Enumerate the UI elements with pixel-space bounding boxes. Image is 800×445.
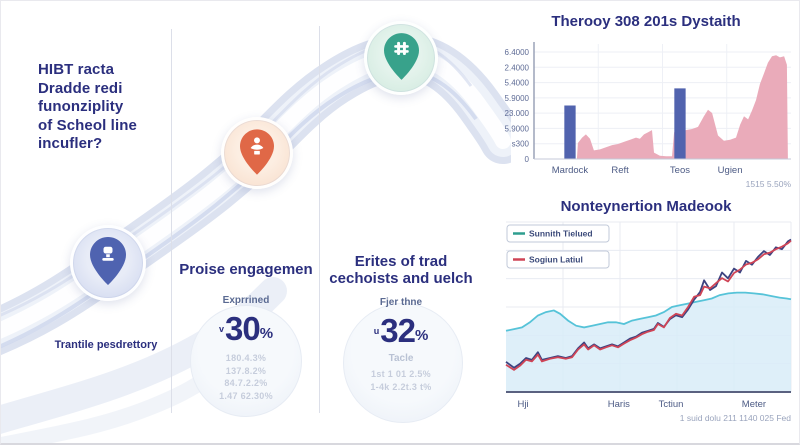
title-line-2: Dradde redi [38, 79, 123, 97]
title-line-1: HIBT racta [38, 61, 115, 78]
stat1-prefix: v [218, 324, 224, 334]
milestone-marker-orange [221, 117, 293, 189]
stat1-faded-line: 137.8.2% [225, 365, 267, 376]
page-title: HIBT racta Dradde redi funonziplity of S… [38, 61, 178, 154]
divider-middle [319, 26, 320, 413]
stat2-number: 32 [380, 312, 416, 349]
bar [674, 88, 686, 159]
stat1-sublabel: Exprrined [222, 295, 270, 306]
chart1-title: Therooy 308 201s Dystaith [551, 13, 741, 30]
line-chart: Hji Haris Tctiun Meter Sunnith Tielued Sogiun… [505, 221, 792, 423]
stat1-number: 30 [224, 310, 261, 347]
x-tick-label: Reft [611, 165, 629, 176]
stat2-faded-lines: 1st 1 01 2.5% 1-4k 2.2t.3 t% [326, 368, 476, 393]
stat1-faded-line: 1.47 62.30% [219, 390, 273, 401]
x-tick-label: Ugien [718, 165, 743, 176]
title-line-3: funonziplity [38, 98, 124, 115]
stat1-faded-lines: 180.4.3% 137.8.2% 84.7.2.2% 1.47 62.30% [177, 352, 315, 402]
y-tick-label: 6.4000 [505, 48, 530, 57]
map-pin-icon [240, 129, 274, 175]
chart-note: 1 suid dolu 211 1140 025 Fed [680, 413, 791, 423]
bar-area-chart: 6.4000 2.4000 5.4000 5.9000 23.000 5.9000 s300… [505, 42, 792, 189]
milestone-label: Trantile pesdrettory [54, 339, 158, 351]
y-tick-label: 5.9000 [505, 124, 530, 133]
x-tick-label: Haris [608, 399, 630, 410]
y-tick-label: 23.000 [505, 109, 530, 118]
stat1-faded-line: 180.4.3% [225, 353, 267, 363]
chart2-title: Nonteynertion Madeook [560, 198, 732, 215]
title-line-4: of Scheol line [38, 116, 137, 134]
hash-icon [393, 41, 409, 56]
stat2-sublabel: Fjer thne [379, 297, 423, 308]
brand-text: HIBT [38, 61, 74, 78]
legend-box [506, 250, 610, 269]
x-tick-label: Mardock [552, 165, 589, 176]
chart-note: 1515 5.50% [746, 179, 792, 189]
y-tick-label: 0 [525, 155, 530, 164]
stat2-value: u32% [326, 312, 476, 350]
legend-item: Sogiun Latiul [506, 250, 610, 269]
stat2-heading: Erites of trad cechoists and uelch [329, 253, 473, 287]
y-tick-label: 2.4000 [505, 63, 530, 72]
legend-box [506, 224, 610, 243]
legend-item: Sunnith Tielued [506, 224, 610, 243]
milestone-marker-blue [70, 225, 146, 301]
band-top-line [505, 291, 792, 332]
legend-label: Sogiun Latiul [529, 255, 583, 265]
y-tick-label: s300 [512, 140, 530, 149]
person-icon [250, 137, 264, 155]
x-tick-label: Tctiun [659, 399, 684, 410]
y-tick-label: 5.9000 [505, 94, 530, 103]
stat1-faded-line: 84.7.2.2% [224, 378, 268, 388]
stat1-value: v30% [177, 310, 315, 348]
map-pin-icon [90, 237, 126, 285]
stat2-circle [343, 303, 463, 423]
trophy-icon [102, 246, 114, 261]
stat2-prefix: u [373, 326, 380, 336]
x-tick-label: Meter [742, 399, 766, 410]
x-tick-label: Hji [518, 399, 529, 410]
stat1-unit: % [259, 325, 274, 342]
stat1-circle [190, 305, 302, 417]
x-tick-label: Teos [670, 165, 690, 176]
stat1-heading: Proise engagemen [179, 261, 313, 278]
stat2-sublabel-2: Tacle [388, 353, 414, 364]
stat2-faded-line: 1-4k 2.2t.3 t% [370, 381, 432, 392]
red-line-series [505, 240, 792, 371]
milestone-marker-green [364, 21, 438, 95]
stat2-faded-line: 1st 1 01 2.5% [371, 369, 431, 379]
y-tick-label: 5.4000 [505, 79, 530, 88]
stat2-unit: % [414, 327, 429, 344]
map-pin-icon [383, 33, 419, 80]
title-line-5: incufler? [38, 135, 103, 152]
divider-left [171, 29, 172, 413]
legend-label: Sunnith Tielued [529, 229, 593, 239]
band-area-series [506, 292, 791, 392]
bar [564, 105, 576, 159]
